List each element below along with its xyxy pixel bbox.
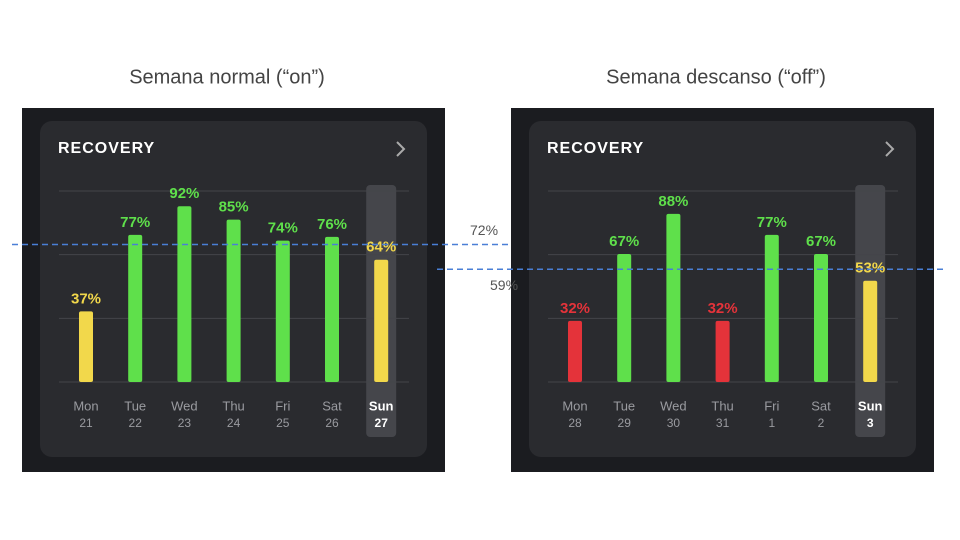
value-label: 67%: [609, 233, 639, 250]
value-label: 92%: [169, 185, 199, 202]
bar: [226, 219, 241, 382]
date-label: 2: [818, 416, 825, 430]
date-label: 27: [375, 416, 389, 430]
value-label: 32%: [708, 300, 738, 317]
value-label: 74%: [268, 220, 298, 237]
value-label: 76%: [317, 216, 347, 233]
slide-heading: Semana normal (“on”): [129, 66, 325, 88]
day-label: Sat: [811, 398, 831, 413]
day-label: Thu: [222, 398, 244, 413]
bar: [715, 320, 730, 382]
value-label: 32%: [560, 300, 590, 317]
bar: [374, 259, 389, 382]
date-label: 28: [568, 416, 582, 430]
bar: [764, 234, 779, 382]
date-label: 24: [227, 416, 241, 430]
day-label: Sat: [322, 398, 342, 413]
day-label: Wed: [660, 398, 687, 413]
day-label: Thu: [711, 398, 733, 413]
value-label: 64%: [366, 239, 396, 256]
bar: [666, 213, 681, 382]
card-title: RECOVERY: [547, 140, 644, 157]
value-label: 85%: [219, 199, 249, 216]
chevron-icon: [885, 141, 895, 157]
value-label: 37%: [71, 290, 101, 307]
bar: [79, 311, 93, 382]
day-label: Sun: [369, 398, 394, 413]
date-label: 23: [178, 416, 192, 430]
day-label: Mon: [73, 398, 98, 413]
day-label: Wed: [171, 398, 198, 413]
date-label: 30: [667, 416, 681, 430]
bar: [863, 280, 878, 382]
date-label: 31: [716, 416, 730, 430]
value-label: 67%: [806, 233, 836, 250]
value-label: 88%: [658, 193, 688, 210]
chart-panel: Semana normal (“on”) RECOVERY 37% Mon 21 77% T…: [12, 66, 522, 472]
bar: [325, 236, 339, 382]
bar: [617, 254, 632, 382]
value-label: 77%: [757, 214, 787, 231]
bar: [128, 234, 143, 382]
day-label: Tue: [613, 398, 635, 413]
day-label: Sun: [858, 398, 883, 413]
day-label: Tue: [124, 398, 146, 413]
card-title: RECOVERY: [58, 140, 155, 157]
bar: [177, 206, 192, 382]
value-label: 53%: [855, 260, 885, 277]
chart-panel: Semana descanso (“off”) RECOVERY 32% Mon 28 6…: [437, 66, 945, 472]
chevron-icon: [396, 141, 406, 157]
value-label: 77%: [120, 214, 150, 231]
date-label: 3: [867, 416, 874, 430]
date-label: 21: [79, 416, 93, 430]
day-label: Fri: [275, 398, 290, 413]
date-label: 29: [618, 416, 632, 430]
date-label: 1: [768, 416, 775, 430]
bar: [814, 254, 828, 382]
date-label: 26: [325, 416, 339, 430]
bar: [568, 320, 582, 382]
slide-heading: Semana descanso (“off”): [606, 66, 826, 88]
date-label: 22: [129, 416, 143, 430]
date-label: 25: [276, 416, 290, 430]
reference-label: 59%: [490, 277, 518, 293]
reference-label: 72%: [470, 222, 498, 238]
day-label: Fri: [764, 398, 779, 413]
bar: [275, 240, 290, 382]
day-label: Mon: [562, 398, 587, 413]
